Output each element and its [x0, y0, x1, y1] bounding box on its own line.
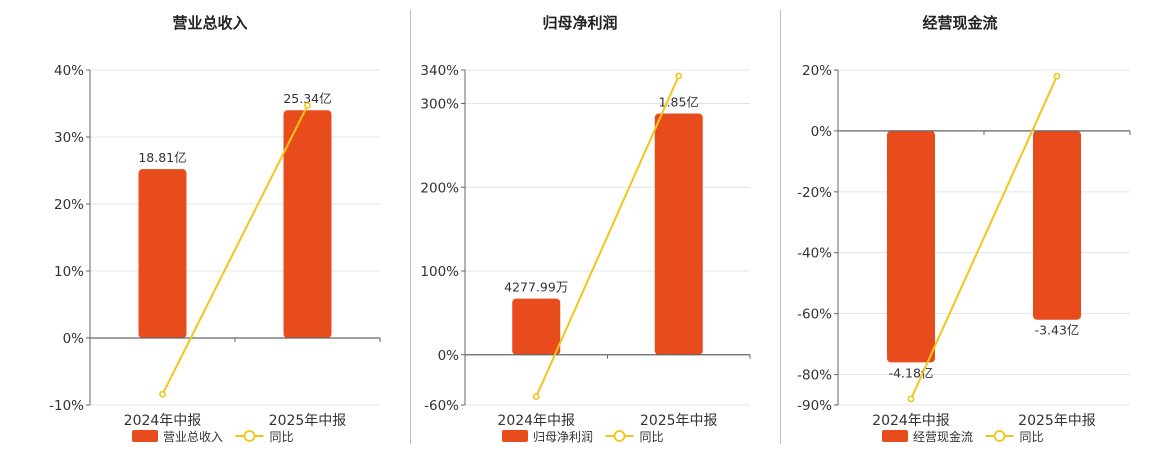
yoy-point[interactable]: [159, 390, 166, 398]
y-tick-label: -90%: [797, 398, 832, 414]
chart-panel-2: 归母净利润-60%0%100%200%300%340%4277.99万1.85亿…: [420, 14, 751, 444]
y-tick-label: 10%: [54, 264, 84, 280]
y-tick-label: -60%: [424, 398, 459, 414]
legend-bar-swatch: [132, 430, 158, 442]
y-tick-label: -20%: [797, 185, 832, 201]
bar[interactable]: [138, 169, 187, 338]
legend-bar-swatch: [502, 430, 528, 442]
legend-bar-label: 归母净利润: [533, 430, 593, 444]
legend-line-marker: [243, 430, 256, 442]
legend: 归母净利润 同比: [502, 430, 664, 444]
yoy-point[interactable]: [532, 393, 540, 401]
y-tick-label: 20%: [54, 197, 84, 213]
y-tick-label: 100%: [420, 264, 459, 280]
y-tick-label: 30%: [54, 130, 84, 146]
yoy-line: [910, 75, 1058, 400]
chart-title: 经营现金流: [922, 14, 997, 32]
yoy-line: [161, 105, 309, 395]
bar[interactable]: [283, 110, 332, 338]
bar[interactable]: [512, 298, 561, 355]
bar[interactable]: [654, 113, 703, 355]
chart-title: 归母净利润: [542, 14, 617, 32]
legend-line-marker: [613, 430, 626, 442]
panel-divider-2: [780, 10, 781, 444]
y-tick-label: -80%: [797, 368, 832, 384]
legend-bar-swatch: [882, 430, 908, 442]
y-tick-label: 0%: [438, 348, 460, 364]
legend-line-marker: [993, 430, 1006, 442]
y-tick-label: 0%: [811, 124, 833, 140]
panel-divider-1: [410, 10, 411, 444]
y-tick-label: -10%: [49, 398, 84, 414]
y-tick-label: 20%: [802, 63, 832, 79]
x-tick-label: 2025年中报: [1018, 413, 1096, 429]
legend-line-label: 同比: [1020, 430, 1044, 444]
yoy-point[interactable]: [675, 72, 683, 80]
bar-data-label: -4.18亿: [889, 365, 934, 380]
legend-line-label: 同比: [640, 430, 664, 444]
yoy-point[interactable]: [907, 395, 915, 403]
y-tick-label: 300%: [420, 97, 459, 113]
x-tick-label: 2025年中报: [269, 413, 347, 429]
legend: 经营现金流 同比: [882, 429, 1044, 444]
chart-title: 营业总收入: [172, 14, 247, 32]
legend: 营业总收入 同比: [132, 430, 294, 444]
yoy-line: [535, 75, 680, 398]
x-tick-label: 2025年中报: [640, 413, 718, 429]
y-tick-label: -40%: [797, 246, 832, 262]
bar-data-label: -3.43亿: [1035, 323, 1080, 338]
legend-line-label: 同比: [270, 430, 294, 444]
x-tick-label: 2024年中报: [497, 413, 575, 429]
bar-data-label: 18.81亿: [138, 150, 186, 165]
legend-bar-label: 营业总收入: [163, 430, 223, 444]
y-tick-label: 200%: [420, 180, 459, 196]
yoy-point[interactable]: [304, 102, 311, 109]
x-tick-label: 2024年中报: [872, 413, 950, 429]
bar-data-label: 25.34亿: [283, 91, 331, 106]
y-tick-label: 0%: [63, 331, 85, 347]
x-tick-label: 2024年中报: [124, 413, 202, 429]
chart-panel-3: 经营现金流 -90% -80% -60% -40% -20% 0% 20% -4.18亿 -3.4…: [797, 14, 1131, 444]
bar[interactable]: [1033, 130, 1081, 320]
y-tick-label: -60%: [797, 307, 832, 323]
y-tick-label: 40%: [54, 63, 84, 79]
y-tick-label: 340%: [420, 63, 459, 79]
bar-data-label: 4277.99万: [504, 280, 568, 295]
bar[interactable]: [887, 130, 935, 363]
chart-panel-1: 营业总收入 -10% 0% 10% 20% 30% 40% 18.81亿 25.34亿 2024年…: [49, 14, 381, 444]
legend-bar-label: 经营现金流: [913, 429, 973, 444]
yoy-point[interactable]: [1053, 72, 1061, 80]
